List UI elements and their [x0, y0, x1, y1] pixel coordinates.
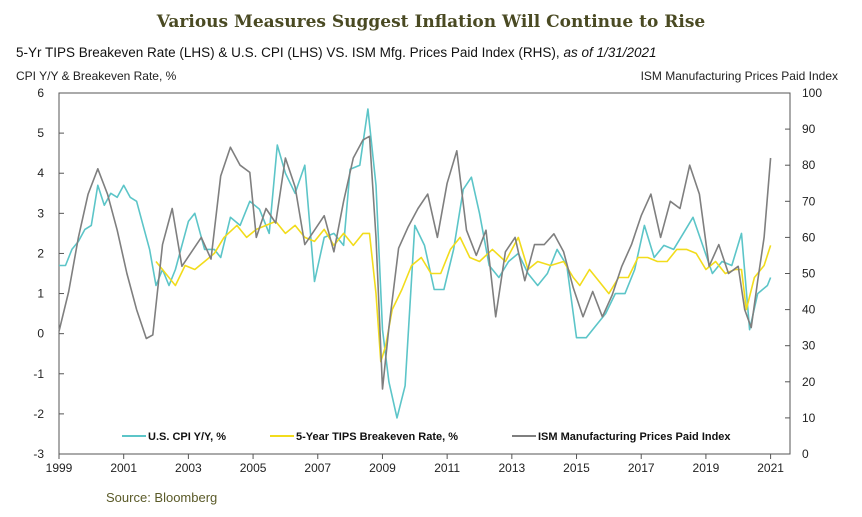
x-tick-label: 2021	[757, 461, 784, 475]
subtitle-main: 5-Yr TIPS Breakeven Rate (LHS) & U.S. CP…	[16, 45, 560, 60]
x-tick-label: 2013	[498, 461, 525, 475]
right-tick-label: 20	[802, 375, 816, 389]
right-tick-label: 0	[802, 447, 809, 461]
right-tick-label: 90	[802, 122, 816, 136]
right-tick-label: 50	[802, 267, 816, 281]
left-tick-label: -2	[33, 407, 44, 421]
left-tick-label: 6	[37, 86, 44, 100]
left-tick-label: 0	[37, 327, 44, 341]
chart-subtitle: 5-Yr TIPS Breakeven Rate (LHS) & U.S. CP…	[16, 45, 657, 60]
series-layer	[58, 108, 772, 419]
breakeven-line	[155, 220, 772, 363]
right-tick-label: 60	[802, 230, 816, 244]
x-tick-label: 2019	[693, 461, 720, 475]
right-axis-label: ISM Manufacturing Prices Paid Index	[640, 69, 838, 83]
ism-prices-line	[58, 135, 772, 390]
x-tick-label: 2003	[175, 461, 202, 475]
right-tick-label: 30	[802, 339, 816, 353]
right-tick-label: 100	[802, 86, 822, 100]
legend: U.S. CPI Y/Y, % 5-Year TIPS Breakeven Rat…	[122, 431, 731, 443]
left-tick-label: 4	[37, 166, 44, 180]
x-tick-label: 2015	[563, 461, 590, 475]
left-tick-label: 2	[37, 246, 44, 260]
left-tick-label: -1	[33, 367, 44, 381]
plot-frame	[58, 92, 791, 455]
right-tick-label: 80	[802, 158, 816, 172]
x-tick-label: 2009	[369, 461, 396, 475]
left-tick-label: 1	[37, 287, 44, 301]
right-tick-label: 40	[802, 303, 816, 317]
legend-label: ISM Manufacturing Prices Paid Index	[538, 431, 731, 443]
chart-title: Various Measures Suggest Inflation Will …	[156, 12, 706, 32]
x-tick-label: 2001	[110, 461, 137, 475]
right-tick-label: 10	[802, 411, 816, 425]
x-tick-label: 2017	[628, 461, 655, 475]
left-tick-label: 5	[37, 126, 44, 140]
left-axis-label: CPI Y/Y & Breakeven Rate, %	[16, 69, 177, 83]
x-tick-label: 2011	[434, 461, 460, 475]
left-tick-labels: 6 5 4 3 2 1 0 -1 -2 -3	[33, 86, 64, 461]
source-note: Source: Bloomberg	[106, 490, 218, 505]
subtitle-as-of: as of 1/31/2021	[563, 45, 657, 60]
x-tick-labels: 1999 2001 2003 2005 2007 2009 2011 2013 2015 2017…	[46, 454, 784, 475]
legend-label: 5-Year TIPS Breakeven Rate, %	[296, 431, 458, 443]
left-tick-label: -3	[33, 447, 44, 461]
left-tick-label: 3	[37, 206, 44, 220]
x-tick-label: 2007	[304, 461, 331, 475]
x-tick-label: 2005	[240, 461, 267, 475]
right-tick-label: 70	[802, 194, 816, 208]
cpi-line	[59, 108, 772, 419]
x-tick-label: 1999	[46, 461, 73, 475]
legend-label: U.S. CPI Y/Y, %	[148, 431, 226, 443]
